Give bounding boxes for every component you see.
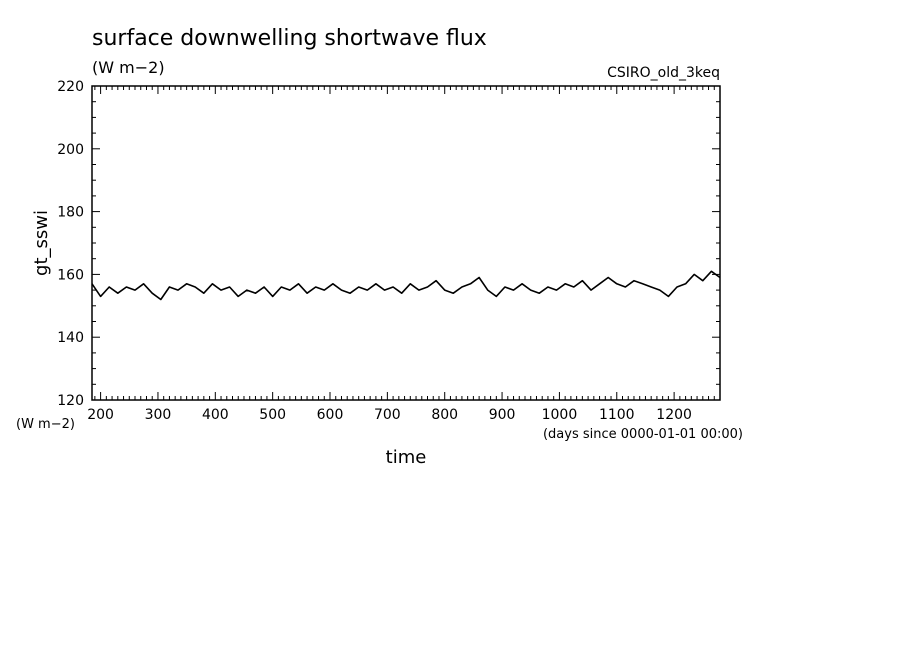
y-axis-ticks: 120 140 160 180 200 220	[57, 79, 720, 409]
series-line	[91, 270, 721, 301]
x-axis-label: time	[386, 447, 427, 468]
x-axis-ticks: 200 300 400 500 600 700 800 900 1000 1100 1200	[87, 86, 721, 423]
y-tick-label: 160	[57, 267, 84, 283]
x-tick-label: 300	[145, 407, 172, 423]
y-tick-label: 140	[57, 330, 84, 346]
chart-title: surface downwelling shortwave flux	[92, 26, 487, 51]
y-tick-label: 220	[57, 79, 84, 95]
y-tick-label: 120	[57, 393, 84, 409]
x-tick-label: 600	[317, 407, 344, 423]
model-label: CSIRO_old_3keq	[607, 65, 720, 81]
x-tick-label: 400	[202, 407, 229, 423]
x-tick-label: 800	[431, 407, 458, 423]
y-axis-units: (W m−2)	[16, 417, 75, 432]
y-tick-label: 180	[57, 205, 84, 221]
plot-frame	[91, 85, 721, 401]
x-tick-label: 900	[489, 407, 516, 423]
title-units: (W m−2)	[92, 58, 165, 77]
x-axis-units: (days since 0000-01-01 00:00)	[543, 427, 743, 442]
x-tick-label: 500	[259, 407, 286, 423]
x-tick-label: 200	[87, 407, 114, 423]
x-tick-label: 1200	[656, 407, 692, 423]
y-axis-label: gt_sswi	[31, 210, 52, 276]
x-tick-label: 1000	[542, 407, 578, 423]
x-tick-label: 1100	[599, 407, 635, 423]
x-tick-label: 700	[374, 407, 401, 423]
y-tick-label: 200	[57, 142, 84, 158]
